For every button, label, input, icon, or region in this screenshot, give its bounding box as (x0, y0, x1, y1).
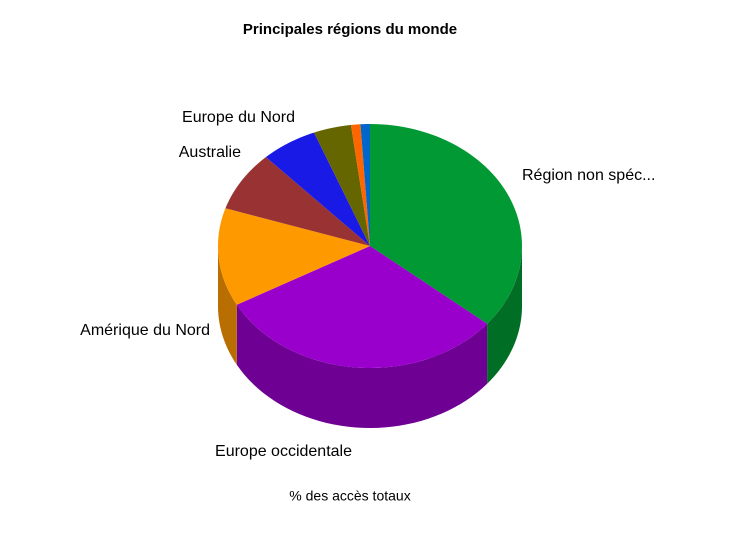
slice (360, 124, 370, 246)
slice-label: Australie (179, 144, 241, 161)
slice-side (236, 304, 488, 428)
slice-label: Région non spéc... (522, 167, 655, 184)
slice (314, 124, 370, 246)
slice-side (218, 246, 237, 365)
slice (225, 157, 370, 246)
chart-title: Principales régions du monde (243, 21, 457, 38)
x-axis-label: % des accès totaux (289, 488, 410, 504)
slice (350, 124, 370, 246)
slice-label: Europe du Nord (182, 109, 295, 126)
slice (370, 124, 522, 324)
slice-label: Europe occidentale (215, 443, 352, 460)
slice-label: Amérique du Nord (80, 322, 210, 339)
slice (265, 132, 370, 246)
slice (218, 208, 370, 305)
slice (236, 246, 488, 368)
slice-side (487, 246, 522, 384)
